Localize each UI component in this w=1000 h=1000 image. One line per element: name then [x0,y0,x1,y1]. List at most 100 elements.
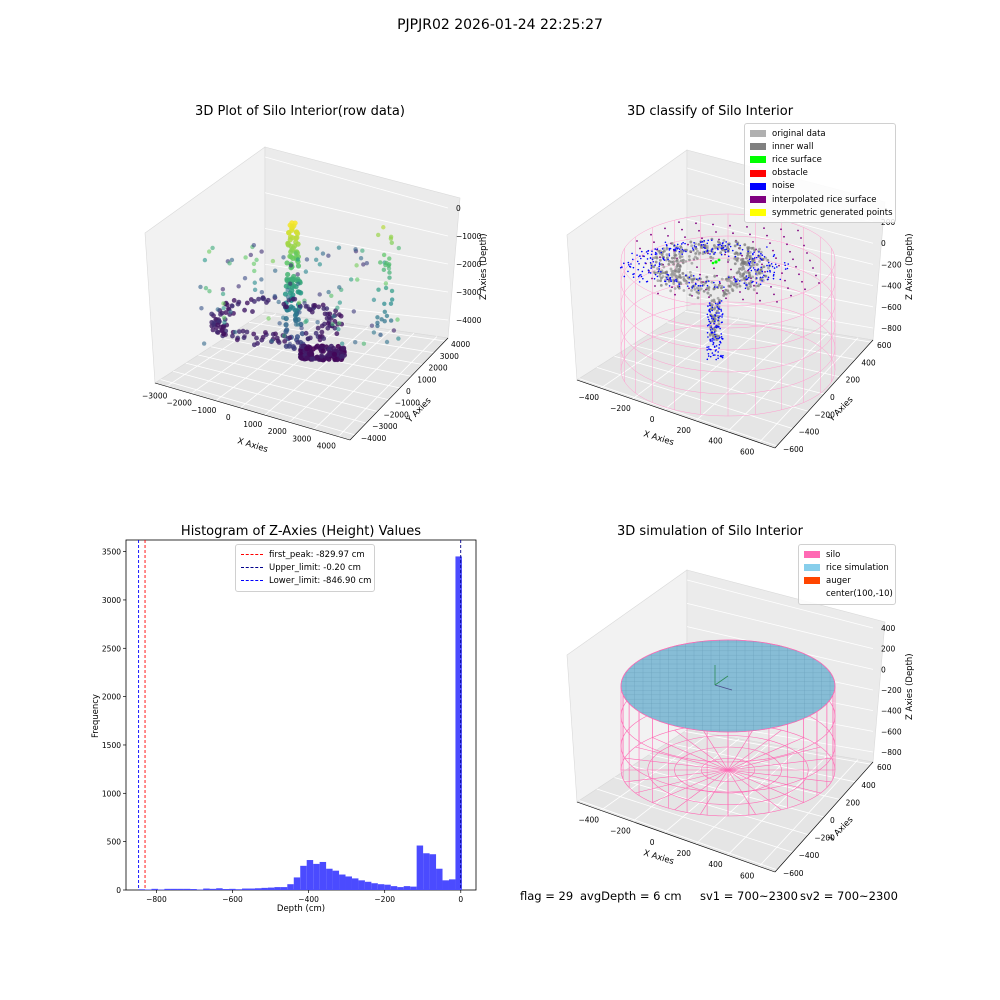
noise-point [711,248,714,250]
wall-point [665,253,669,257]
surface-point [681,228,683,231]
data-point [381,225,386,230]
noise-point [674,248,676,250]
noise-point [716,312,718,314]
histogram-bar [151,888,158,890]
legend-label: first_peak: -829.97 cm [269,549,365,560]
histogram-bar [326,868,333,890]
surface-point [688,287,690,290]
y-tick-label: −3000 [372,422,398,431]
noise-point [684,242,686,245]
noise-point [745,275,748,277]
surface-point [715,231,717,233]
wall-point [669,273,673,277]
histogram-bar [183,888,191,890]
wall-point [659,283,663,287]
noise-point [776,266,778,268]
noise-point [719,315,721,318]
noise-point [784,268,787,270]
surface-point [776,301,778,303]
histogram-bar [222,889,230,890]
noise-point [694,282,697,285]
legend-label: interpolated rice surface [772,194,877,205]
p2-xlabel: X Axies [642,429,675,448]
noise-point [755,273,757,275]
data-point [202,257,208,263]
noise-point [719,341,721,343]
surface-point [659,256,661,259]
noise-point [763,255,766,258]
noise-point [670,279,672,281]
noise-point [720,300,723,302]
data-point [269,338,275,343]
legend-label: rice surface [772,154,822,165]
surface-point [636,240,638,242]
noise-point [759,283,762,286]
panel2-title: 3D classify of Silo Interior [626,104,794,119]
noise-point [665,276,668,279]
noise-point [727,250,729,252]
legend-item: rice simulation [804,561,890,574]
noise-point [715,345,718,347]
legend-swatch [750,156,766,164]
wall-point [670,242,674,245]
data-point [288,304,294,310]
surface-point [699,273,701,276]
surface-point [727,261,729,263]
noise-point [712,354,715,356]
y-tick-label: 0 [830,393,835,402]
noise-point [766,246,768,248]
data-point [230,333,235,339]
surface-point [784,279,786,282]
surface-point [678,221,680,224]
legend-line-swatch [241,580,263,582]
noise-point [714,251,716,254]
depth-histogram: −800 −600 −400 −200 0 0 500 1000 1500 2000 2500 30… [91,539,477,914]
histogram-bar [364,881,372,890]
wall-point [693,284,697,287]
data-point [389,288,395,294]
noise-point [656,275,659,278]
histogram-bar [138,889,146,890]
data-point [274,335,280,341]
p3-xlabel: Depth (cm) [277,904,325,914]
noise-point [654,253,657,256]
surface-point [719,282,721,285]
noise-point [676,243,679,246]
noise-point [650,267,652,269]
noise-point [695,245,697,248]
surface-point [712,223,714,226]
noise-point [736,243,739,245]
noise-point [755,277,758,279]
data-point [236,329,242,334]
wall-point [722,239,726,242]
x-tick-label: 1000 [243,420,262,429]
data-point [231,298,237,303]
wall-point [718,298,721,302]
y-tick-label: −200 [814,410,835,419]
noise-point [654,264,656,266]
data-point [335,305,340,311]
wall-point [728,279,732,283]
data-point [320,348,326,354]
data-point [221,325,226,330]
noise-point [643,255,645,258]
noise-point [622,262,625,265]
wall-point [712,316,716,319]
wall-point [735,251,739,255]
surface-point [761,263,763,266]
data-point [199,306,204,311]
noise-point [717,319,720,322]
data-point [317,334,323,339]
data-point [389,240,395,245]
wall-point [705,246,709,250]
data-point [338,313,344,319]
noise-point [630,263,632,265]
data-point [297,310,302,315]
wall-point [679,245,683,249]
noise-point [750,269,753,272]
wall-point [652,265,656,269]
z-tick-label: −400 [881,707,902,716]
noise-point [769,271,771,273]
